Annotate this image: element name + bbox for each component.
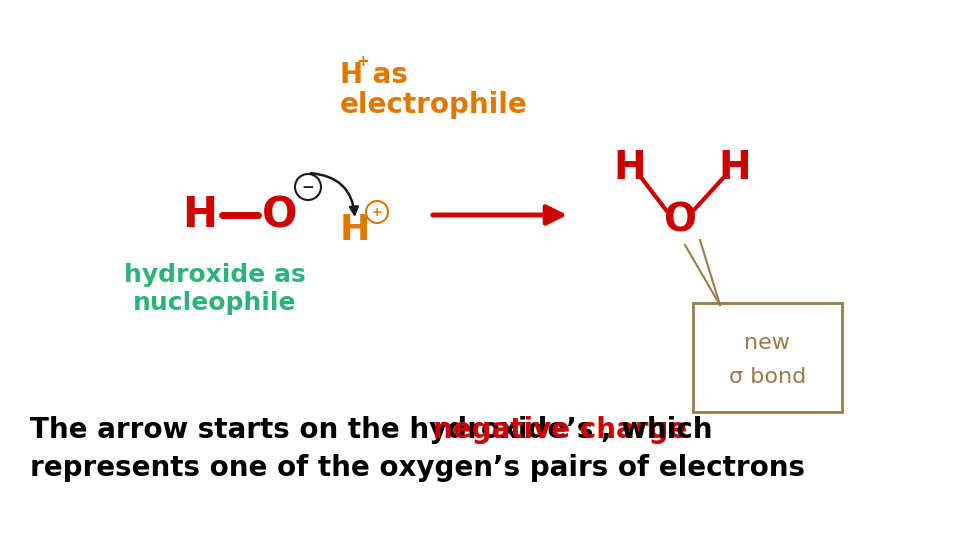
Text: O: O xyxy=(262,194,298,236)
Text: O: O xyxy=(663,201,697,239)
Text: −: − xyxy=(301,179,314,194)
Text: H: H xyxy=(340,61,363,89)
Text: new: new xyxy=(745,333,790,353)
Text: as: as xyxy=(363,61,408,89)
Text: negative charge: negative charge xyxy=(433,416,687,444)
Text: nucleophile: nucleophile xyxy=(133,291,297,315)
Text: hydroxide as: hydroxide as xyxy=(124,263,306,287)
Text: H: H xyxy=(719,149,752,187)
Text: The arrow starts on the hydroxide’s: The arrow starts on the hydroxide’s xyxy=(30,416,603,444)
Text: +: + xyxy=(356,55,369,70)
FancyBboxPatch shape xyxy=(693,303,842,412)
Text: represents one of the oxygen’s pairs of electrons: represents one of the oxygen’s pairs of … xyxy=(30,454,805,482)
Text: σ bond: σ bond xyxy=(729,367,806,387)
Text: , which: , which xyxy=(601,416,712,444)
Text: H: H xyxy=(340,213,371,247)
Text: electrophile: electrophile xyxy=(340,91,528,119)
Text: +: + xyxy=(372,206,382,219)
Text: H: H xyxy=(182,194,218,236)
Text: H: H xyxy=(613,149,646,187)
